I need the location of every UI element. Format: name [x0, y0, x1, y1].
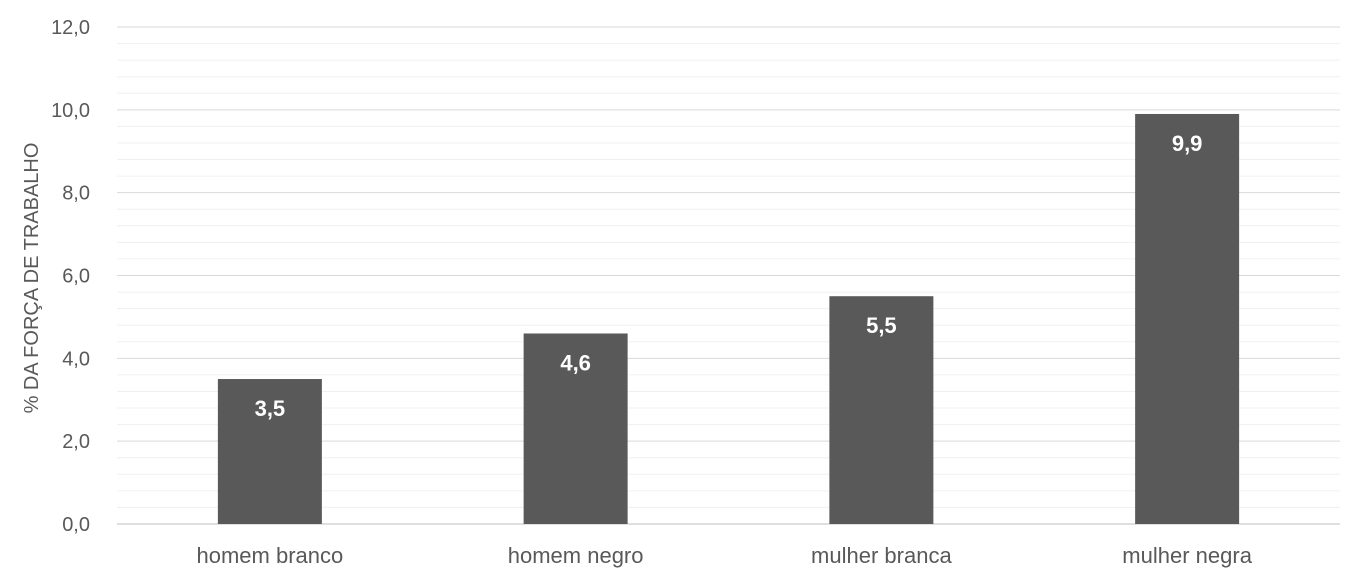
bar-data-label: 4,6: [560, 350, 591, 375]
y-tick-label: 0,0: [62, 514, 90, 536]
y-axis-label: % DA FORÇA DE TRABALHO: [21, 143, 43, 414]
y-tick-label: 10,0: [51, 100, 90, 122]
y-tick-label: 6,0: [62, 266, 90, 288]
y-tick-label: 8,0: [62, 183, 90, 205]
x-category-label: mulher branca: [811, 543, 952, 568]
x-category-label: mulher negra: [1122, 543, 1252, 568]
y-tick-label: 2,0: [62, 431, 90, 453]
y-tick-label: 12,0: [51, 17, 90, 39]
bar: [829, 296, 934, 524]
bar-data-label: 9,9: [1172, 131, 1203, 156]
y-axis-ticks: 0,0 2,0 4,0 6,0 8,0 10,0 12,0: [51, 17, 90, 536]
x-axis-categories: homem branco homem negro mulher branca mulh…: [197, 543, 1253, 568]
bar-data-label: 5,5: [866, 313, 897, 338]
bar: [1135, 113, 1240, 524]
x-category-label: homem negro: [508, 543, 644, 568]
bar-data-label: 3,5: [255, 396, 286, 421]
bar: [217, 379, 322, 524]
y-tick-label: 4,0: [62, 348, 90, 370]
bar: [523, 333, 628, 524]
x-category-label: homem branco: [197, 543, 344, 568]
bars: 3,5 4,6 5,5 9,9: [217, 113, 1240, 524]
